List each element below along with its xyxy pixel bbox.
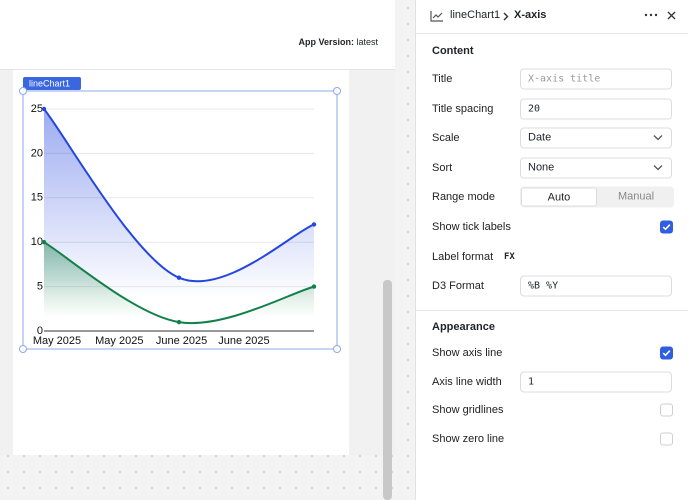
select-value: Date [528, 131, 552, 144]
widget-name: lineChart1 [29, 78, 70, 88]
text-input[interactable]: 20 [520, 98, 672, 120]
format-badge[interactable]: FX [504, 251, 515, 262]
field-label: Show tick labels [432, 221, 511, 233]
field-label: Show axis line [432, 347, 503, 359]
data-point [41, 106, 47, 112]
select[interactable]: Date [520, 127, 672, 149]
resize-handle[interactable] [333, 345, 341, 353]
field-label: Title spacing [432, 102, 494, 115]
check [662, 224, 671, 231]
x-tick-label: June 2025 [156, 335, 207, 347]
field-label: Axis line width [432, 375, 502, 388]
app-version: App Version: latest [298, 37, 378, 47]
segmented-control: Auto Manual [520, 186, 674, 208]
x-tick-label: May 2025 [33, 335, 81, 347]
divider [416, 33, 688, 34]
field-label: Sort [432, 161, 453, 174]
version-label: App Version: [298, 37, 354, 47]
scrollbar[interactable] [383, 280, 392, 500]
field-label: Scale [432, 132, 460, 145]
chevron [653, 164, 663, 171]
input-value: 1 [528, 376, 535, 388]
app-header: App Version: latest [0, 0, 395, 70]
series-area [44, 242, 314, 331]
checkbox[interactable] [660, 220, 673, 234]
field-label: Label format [432, 250, 494, 263]
field-label: Show zero line [432, 432, 505, 445]
y-tick-label: 25 [31, 103, 43, 115]
more-button[interactable] [644, 13, 658, 17]
version-value: latest [356, 37, 378, 47]
data-point [176, 319, 182, 325]
resize-handle[interactable] [19, 345, 27, 353]
checkbox[interactable] [660, 403, 673, 417]
y-tick-label: 15 [31, 192, 43, 204]
check [662, 350, 671, 357]
section-title: Appearance [432, 321, 495, 333]
field-label: Title [432, 73, 453, 85]
input-value: 20 [528, 103, 541, 115]
segment-option[interactable]: Auto [521, 187, 597, 207]
data-point [41, 240, 47, 245]
divider [416, 310, 688, 311]
text-input[interactable]: %B %Y [520, 275, 672, 297]
text-input[interactable]: 1 [520, 371, 672, 393]
widget-tag[interactable] [23, 77, 81, 90]
y-tick-label: 20 [31, 147, 43, 159]
data-point [176, 275, 182, 280]
x-tick-label: May 2025 [95, 335, 143, 347]
resize-handle[interactable] [333, 87, 341, 95]
chart-icon [430, 11, 443, 22]
breadcrumb-parent[interactable]: lineChart1 [450, 9, 501, 21]
close-button[interactable] [667, 11, 676, 20]
checkbox[interactable] [660, 432, 673, 446]
breadcrumb-current: X-axis [514, 9, 547, 21]
selection-box [22, 90, 338, 350]
segment-option[interactable]: Manual [617, 190, 655, 203]
chart[interactable]: lineChart1 0 5 10 15 20 25 May 2025 May 2025 Jun… [0, 0, 395, 500]
resize-handle[interactable] [19, 87, 27, 95]
select-value: None [528, 161, 555, 174]
data-point [311, 222, 317, 227]
series-area [44, 109, 314, 331]
field-label: D3 Format [432, 280, 484, 293]
y-tick-label: 0 [37, 325, 43, 337]
input-value: %B %Y [528, 280, 559, 292]
chevron [653, 135, 663, 141]
field-label: Show gridlines [432, 404, 504, 417]
text-input[interactable]: X-axis title [520, 68, 672, 90]
y-tick-label: 10 [31, 236, 43, 248]
data-point [311, 284, 317, 289]
y-tick-label: 5 [37, 281, 43, 293]
x-tick-label: June 2025 [218, 335, 269, 347]
placeholder: X-axis title [528, 73, 601, 85]
field-label: Range mode [432, 191, 495, 204]
select[interactable]: None [520, 157, 672, 179]
breadcrumb-sep [503, 12, 509, 21]
property-panel: lineChart1 X-axis Content Title X-axis tit… [415, 0, 688, 500]
section-title: Content [432, 45, 474, 57]
checkbox[interactable] [660, 346, 673, 360]
